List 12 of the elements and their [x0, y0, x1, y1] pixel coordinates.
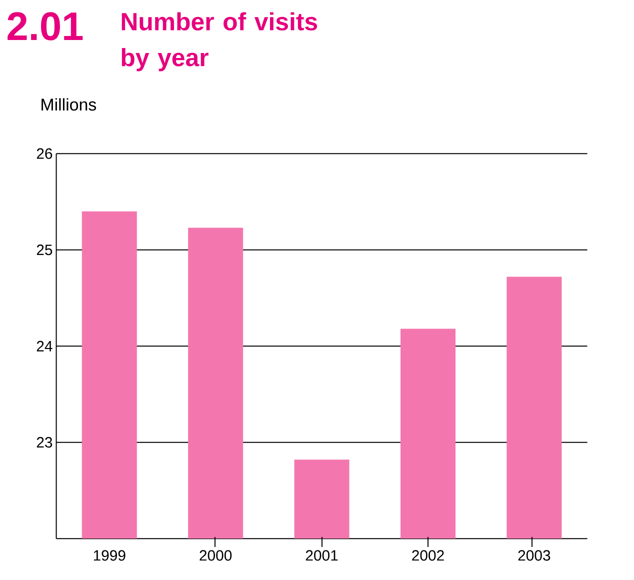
y-axis-title: Millions [42, 98, 96, 111]
text: 2.01 [8, 12, 83, 40]
x-tick-label: 1999 [94, 550, 126, 561]
x-tick-label: 2001 [306, 550, 338, 561]
x-tick-label: 2003 [518, 550, 550, 561]
y-tick-label: 26 [36, 148, 52, 159]
chart-title: Number of visits by year [122, 12, 318, 72]
y-tick-label: 24 [36, 340, 52, 352]
y-tick-label: 25 [36, 244, 52, 256]
x-tick-label: 2000 [200, 550, 232, 561]
y-tick-label: 23 [36, 437, 52, 448]
x-tick-label: 2002 [412, 550, 444, 561]
